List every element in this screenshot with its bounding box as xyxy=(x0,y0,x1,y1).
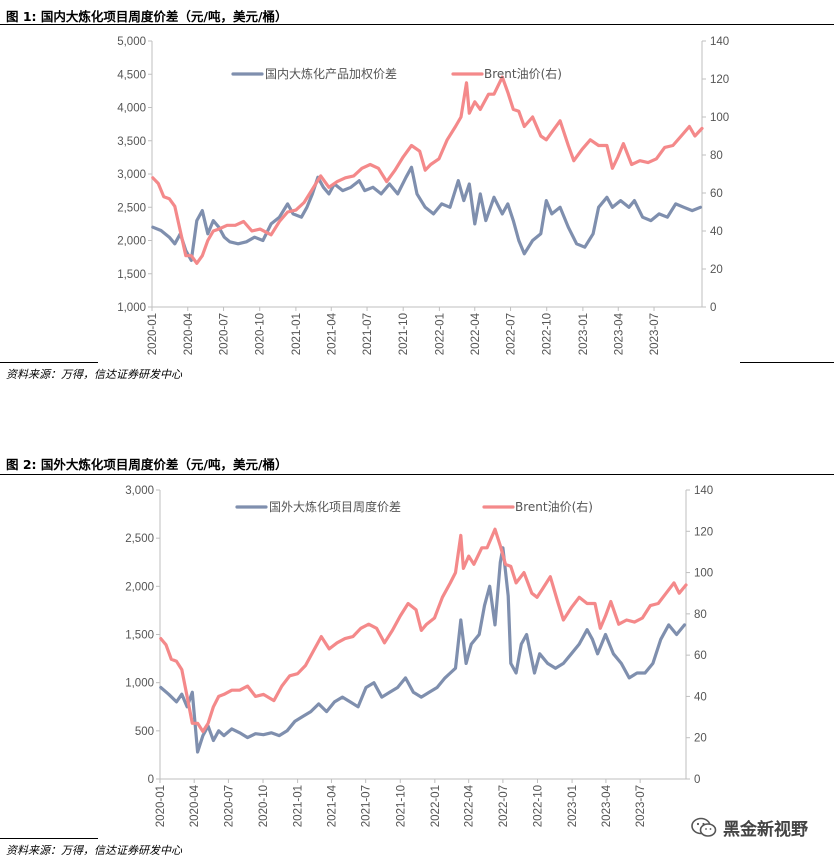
brent-series-line xyxy=(151,75,704,265)
x-tick-label: 2021-01 xyxy=(291,313,303,355)
right-tick-label: 0 xyxy=(710,302,716,314)
figure1-source: 资料来源：万得，信达证券研发中心 xyxy=(6,368,182,381)
x-tick-label: 2022-10 xyxy=(542,313,554,355)
left-tick-label: 2,000 xyxy=(125,581,154,593)
legend-label: 国内大炼化产品加权价差 xyxy=(265,66,397,81)
left-tick-label: 3,000 xyxy=(117,169,146,181)
right-tick-label: 140 xyxy=(694,485,713,497)
figure2-bottom-rule-left xyxy=(0,838,98,839)
left-tick-label: 2,500 xyxy=(117,202,146,214)
x-tick-label: 2021-10 xyxy=(398,313,410,355)
x-tick-label: 2020-07 xyxy=(219,313,231,355)
right-tick-label: 100 xyxy=(710,112,729,124)
x-tick-label: 2021-04 xyxy=(326,312,338,355)
x-tick-label: 2022-04 xyxy=(464,784,476,827)
x-tick-label: 2023-07 xyxy=(635,785,647,827)
right-tick-label: 80 xyxy=(710,150,723,162)
x-tick-label: 2020-07 xyxy=(223,785,235,827)
left-tick-label: 3,500 xyxy=(117,136,146,148)
x-tick-label: 2022-01 xyxy=(430,785,442,827)
left-tick-label: 4,500 xyxy=(117,69,146,81)
figure1-title: 图 1: 国内大炼化项目周度价差（元/吨，美元/桶） xyxy=(6,9,288,24)
x-tick-label: 2023-04 xyxy=(601,784,613,827)
x-tick-label: 2021-04 xyxy=(326,784,338,827)
x-tick-label: 2020-04 xyxy=(183,312,195,355)
x-tick-label: 2020-10 xyxy=(255,313,267,355)
right-tick-label: 60 xyxy=(710,188,723,200)
x-tick-label: 2023-01 xyxy=(567,785,579,827)
left-tick-label: 2,000 xyxy=(117,236,146,248)
x-tick-label: 2022-04 xyxy=(470,312,482,355)
figure1-top-rule xyxy=(0,24,834,25)
wechat-icon xyxy=(691,817,717,837)
figure2-source: 资料来源：万得，信达证券研发中心 xyxy=(6,844,182,857)
spread-series-line xyxy=(151,165,702,262)
right-tick-label: 120 xyxy=(710,74,729,86)
watermark-text: 黑金新视野 xyxy=(723,820,808,840)
figure1-bottom-rule-left xyxy=(0,362,98,363)
x-tick-label: 2022-10 xyxy=(532,785,544,827)
x-tick-label: 2022-07 xyxy=(498,785,510,827)
x-tick-label: 2021-10 xyxy=(395,785,407,827)
left-tick-label: 3,000 xyxy=(125,485,154,497)
right-tick-label: 120 xyxy=(694,526,713,538)
left-tick-label: 5,000 xyxy=(117,36,146,48)
x-tick-label: 2023-04 xyxy=(613,312,625,355)
right-tick-label: 20 xyxy=(710,264,723,276)
spread-series-line xyxy=(159,546,687,754)
x-tick-label: 2021-07 xyxy=(362,313,374,355)
brent-series-line xyxy=(159,527,688,734)
x-tick-label: 2022-01 xyxy=(434,313,446,355)
right-tick-label: 40 xyxy=(694,691,707,703)
legend-label: Brent油价(右) xyxy=(484,66,562,81)
x-tick-label: 2022-07 xyxy=(506,313,518,355)
left-tick-label: 4,000 xyxy=(117,103,146,115)
legend-label: 国外大炼化项目周度价差 xyxy=(269,499,401,514)
x-tick-label: 2023-01 xyxy=(578,313,590,355)
right-tick-label: 140 xyxy=(710,36,729,48)
axes: 1,000 1,500 2,000 2,500 3,000 3,500 4,000 4,500… xyxy=(117,36,729,355)
left-tick-label: 2,500 xyxy=(125,533,154,545)
x-tick-label: 2020-01 xyxy=(155,785,167,827)
legend-label: Brent油价(右) xyxy=(515,499,593,514)
left-tick-label: 1,000 xyxy=(125,678,154,690)
left-tick-label: 1,500 xyxy=(125,630,154,642)
left-tick-label: 0 xyxy=(148,774,154,786)
figure1-chart: 1,000 1,500 2,000 2,500 3,000 3,500 4,000 4,500… xyxy=(117,36,729,355)
right-tick-label: 100 xyxy=(694,568,713,580)
left-tick-label: 500 xyxy=(135,726,154,738)
left-tick-label: 1,500 xyxy=(117,269,146,281)
figure2-top-rule xyxy=(0,474,834,475)
x-tick-label: 2020-10 xyxy=(258,785,270,827)
right-tick-label: 80 xyxy=(694,609,707,621)
right-tick-label: 0 xyxy=(694,774,700,786)
left-tick-label: 1,000 xyxy=(117,302,146,314)
x-tick-label: 2020-01 xyxy=(147,313,159,355)
x-tick-label: 2023-07 xyxy=(649,313,661,355)
x-tick-label: 2021-07 xyxy=(361,785,373,827)
right-tick-label: 60 xyxy=(694,650,707,662)
axes: 0 500 1,000 1,500 2,000 2,500 3,000 0 20 40 60 80 10… xyxy=(125,485,713,827)
x-tick-label: 2020-04 xyxy=(189,784,201,827)
figure1-bottom-rule-right xyxy=(740,362,834,363)
figure2-title: 图 2: 国外大炼化项目周度价差（元/吨，美元/桶） xyxy=(6,457,288,472)
watermark: 黑金新视野 xyxy=(691,815,808,840)
right-tick-label: 20 xyxy=(694,733,707,745)
right-tick-label: 40 xyxy=(710,226,723,238)
figure2-chart: 0 500 1,000 1,500 2,000 2,500 3,000 0 20 40 60 80 10… xyxy=(125,485,713,827)
x-tick-label: 2021-01 xyxy=(293,785,305,827)
